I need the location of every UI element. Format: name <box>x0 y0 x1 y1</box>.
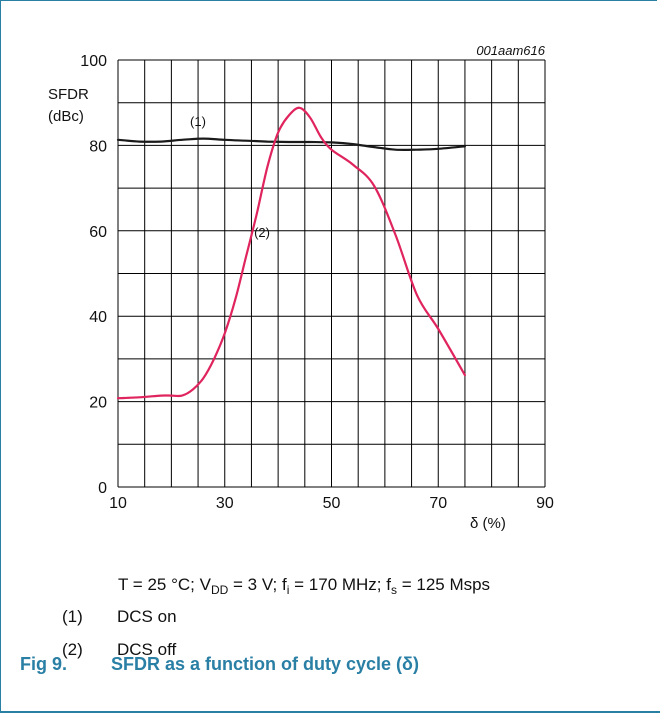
series-line-dcs-off <box>116 106 466 400</box>
x-tick-label: 90 <box>536 495 554 512</box>
y-tick-label: 40 <box>89 309 107 326</box>
test-conditions: T = 25 °C; VDD = 3 V; fi = 170 MHz; fs =… <box>118 575 491 597</box>
note-dcs-on: (1) DCS on <box>62 607 177 626</box>
y-tick-label: 20 <box>89 395 107 412</box>
y-tick-label: 100 <box>80 53 107 70</box>
note-dcs-off: (2) DCS off <box>62 640 177 659</box>
x-tick-label: 50 <box>323 495 341 512</box>
sfdr-chart: 10 30 50 70 90 0 20 40 60 80 100 SFDR (dBc) δ (%) 001a… <box>48 43 554 532</box>
x-tick-label: 10 <box>109 495 127 512</box>
x-axis-label: δ (%) <box>470 515 506 532</box>
x-tick-label: 70 <box>429 495 447 512</box>
diagram-id: 001aam616 <box>476 43 545 58</box>
figure-caption: Fig 9. SFDR as a function of duty cycle (… <box>20 654 419 674</box>
y-tick-label: 80 <box>89 138 107 155</box>
y-axis-label: SFDR <box>48 86 89 103</box>
series-annotation-1: (1) <box>190 114 206 129</box>
series-line-dcs-on <box>116 137 466 152</box>
series-annotation-2: (2) <box>254 225 270 240</box>
x-tick-label: 30 <box>216 495 234 512</box>
y-tick-label: 60 <box>89 224 107 241</box>
y-tick-label: 0 <box>98 480 107 497</box>
figure-bottom-rule <box>0 711 660 713</box>
y-axis-unit-label: (dBc) <box>48 108 84 125</box>
